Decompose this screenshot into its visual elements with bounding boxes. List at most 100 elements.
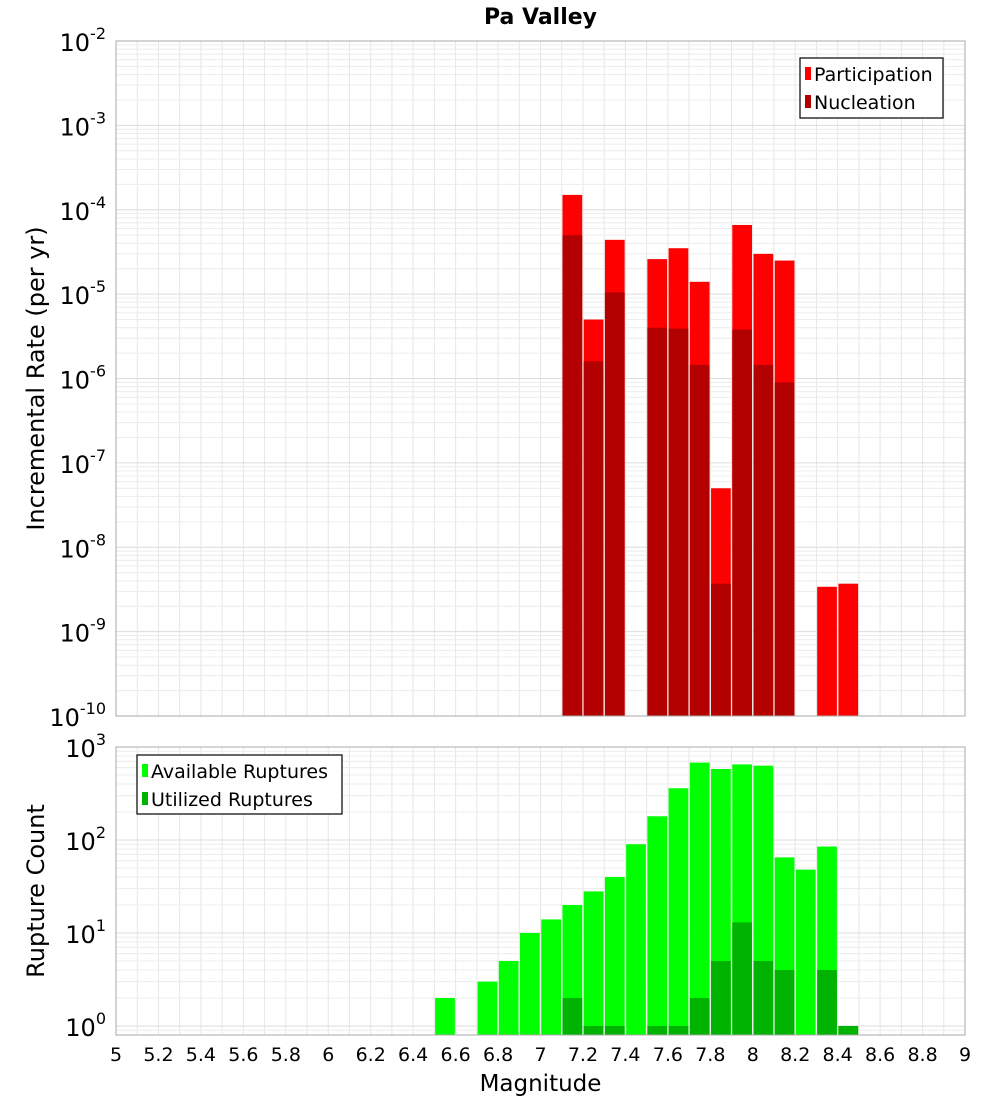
legend-layer: Participation Nucleation Available Rupture…	[136, 57, 944, 815]
y-tick-base: 10	[60, 198, 91, 226]
x-tick-label: 6.6	[440, 1044, 470, 1066]
bar-series-0	[541, 919, 561, 1035]
bar-series-0	[604, 877, 625, 1035]
bar-series-0	[668, 788, 689, 1035]
legend-label: Nucleation	[814, 92, 916, 114]
x-axis-label: Magnitude	[480, 1071, 602, 1097]
bar-series-1	[604, 1025, 625, 1035]
y-tick-label: 10-8	[60, 530, 107, 563]
bar-series-1	[689, 997, 710, 1035]
x-tick-label: 8.4	[823, 1044, 853, 1066]
bar-series-1	[562, 997, 583, 1035]
bar-series-0	[435, 997, 455, 1035]
y-tick-base: 10	[60, 113, 91, 141]
text-layer: 10-210-310-410-510-610-710-810-910-10Inc…	[22, 5, 971, 1097]
y-tick-label: 10-10	[49, 699, 106, 732]
y-tick-label: 10-3	[60, 108, 107, 141]
bar-series-1	[689, 364, 710, 716]
y-tick-exponent: -7	[90, 446, 106, 465]
x-tick-label: 5.4	[186, 1044, 216, 1066]
bar-series-0	[477, 981, 498, 1035]
x-tick-label: 7.8	[695, 1044, 725, 1066]
x-tick-label: 6.4	[398, 1044, 428, 1066]
y-tick-exponent: 0	[96, 1009, 106, 1028]
bar-series-0	[647, 816, 668, 1035]
legend-swatch	[805, 67, 811, 80]
y-tick-base: 10	[65, 1014, 96, 1042]
y-tick-base: 10	[60, 451, 91, 479]
y-tick-base: 10	[60, 535, 91, 563]
x-tick-label: 6.8	[483, 1044, 513, 1066]
x-tick-label: 5	[110, 1044, 122, 1066]
y-tick-label: 10-4	[60, 193, 107, 226]
y-tick-base: 10	[60, 620, 91, 648]
y-tick-label: 101	[65, 916, 106, 949]
bar-series-0	[689, 762, 710, 1035]
bar-series-1	[732, 329, 753, 716]
legend-box	[799, 57, 944, 119]
bar-series-1	[774, 969, 795, 1035]
x-tick-label: 7	[534, 1044, 546, 1066]
x-tick-label: 5.8	[271, 1044, 301, 1066]
x-tick-label: 6.2	[356, 1044, 386, 1066]
y-tick-base: 10	[65, 828, 96, 856]
bar-series-0	[626, 844, 646, 1035]
y-tick-label: 100	[65, 1009, 106, 1042]
bar-series-0	[817, 586, 837, 716]
bar-series-1	[817, 969, 837, 1035]
y-tick-label: 10-6	[60, 362, 107, 395]
bar-series-1	[711, 960, 731, 1035]
bar-series-1	[838, 1025, 859, 1035]
x-tick-label: 7.2	[568, 1044, 598, 1066]
y-tick-base: 10	[60, 282, 91, 310]
x-tick-label: 5.2	[143, 1044, 173, 1066]
bar-series-0	[838, 583, 859, 716]
y-tick-label: 10-2	[60, 24, 107, 57]
y-tick-exponent: 1	[96, 916, 106, 935]
bar-series-1	[562, 235, 583, 716]
y-tick-exponent: 2	[96, 823, 106, 842]
bar-series-1	[647, 327, 668, 716]
legend-swatch	[142, 764, 148, 777]
y-tick-base: 10	[60, 29, 91, 57]
bar-series-1	[711, 583, 731, 716]
legend-label: Participation	[814, 64, 933, 86]
x-tick-label: 5.6	[228, 1044, 258, 1066]
x-tick-label: 8.8	[907, 1044, 937, 1066]
y-tick-exponent: -9	[90, 615, 106, 634]
bar-series-1	[668, 1025, 689, 1035]
bars-layer	[435, 194, 859, 1035]
y-tick-label: 10-5	[60, 277, 107, 310]
bar-series-0	[520, 932, 540, 1035]
y-tick-label: 10-7	[60, 446, 107, 479]
bar-series-0	[498, 960, 519, 1035]
bar-series-1	[668, 328, 689, 716]
bar-series-1	[753, 364, 774, 716]
bar-series-1	[774, 382, 795, 716]
y-tick-exponent: -8	[90, 530, 106, 549]
legend-box	[136, 754, 343, 815]
x-tick-label: 8	[747, 1044, 759, 1066]
x-tick-label: 7.6	[653, 1044, 683, 1066]
y-tick-base: 10	[65, 735, 96, 763]
bar-series-1	[583, 361, 604, 716]
x-tick-label: 9	[959, 1044, 971, 1066]
grid-layer	[115, 40, 966, 1036]
y-tick-label: 103	[65, 730, 106, 763]
y-tick-exponent: 3	[96, 730, 106, 749]
y-tick-base: 10	[49, 704, 80, 732]
plot-frame	[115, 746, 966, 1036]
legend-label: Utilized Ruptures	[151, 789, 313, 811]
bar-series-0	[583, 891, 604, 1035]
frame-layer	[115, 40, 966, 1036]
x-tick-label: 7.4	[610, 1044, 640, 1066]
plot-frame	[115, 40, 966, 717]
y-tick-exponent: -3	[90, 108, 106, 127]
bar-series-0	[795, 869, 816, 1035]
y-tick-label: 10-9	[60, 615, 107, 648]
x-tick-label: 8.6	[865, 1044, 895, 1066]
y-tick-exponent: -10	[80, 699, 106, 718]
y-axis-label: Incremental Rate (per yr)	[22, 226, 50, 530]
bar-series-1	[732, 922, 753, 1035]
